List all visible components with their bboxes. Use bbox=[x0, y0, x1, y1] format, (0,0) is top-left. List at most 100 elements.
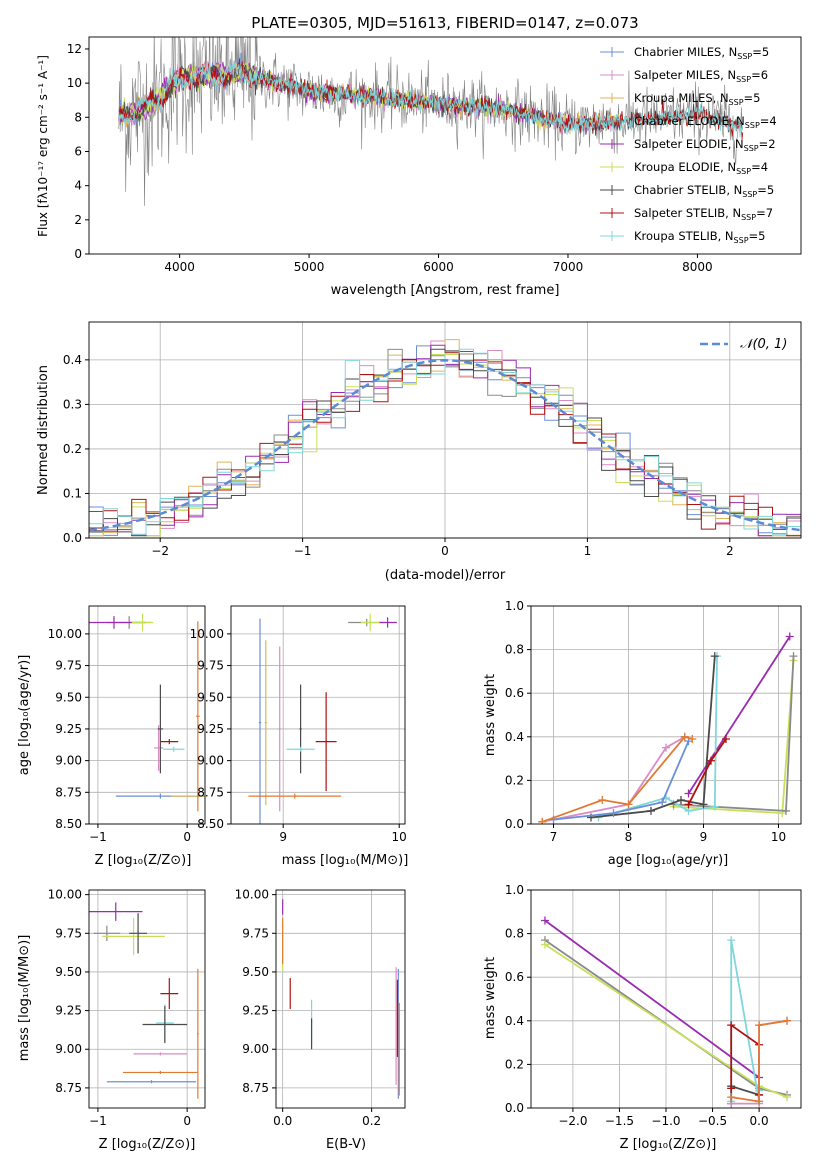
y-tick-label: 9.00 bbox=[55, 754, 82, 768]
weight-marker-model_main bbox=[783, 1016, 792, 1025]
massZ-xlabel: Z [log₁₀(Z/Z⊙)] bbox=[99, 1137, 196, 1152]
weight-marker-krou_elodie bbox=[783, 1093, 792, 1102]
y-tick-label: 0.0 bbox=[63, 531, 82, 545]
y-tick-label: 9.00 bbox=[55, 1042, 82, 1056]
weight-marker-model_main bbox=[680, 732, 689, 741]
weight-marker-model_main bbox=[538, 817, 547, 824]
weight-marker-model_main bbox=[727, 1093, 736, 1102]
weight-marker-salp_elodie bbox=[785, 632, 794, 641]
wage-xlabel: age [log₁₀(age/yr)] bbox=[608, 853, 729, 868]
legend-entry: Chabrier STELIB, NSSP=5 bbox=[634, 183, 774, 199]
y-tick-label: 9.50 bbox=[55, 690, 82, 704]
legend-entry: Salpeter STELIB, NSSP=7 bbox=[634, 206, 773, 222]
y-tick-label: 1.0 bbox=[505, 599, 524, 613]
y-tick-label: 8.75 bbox=[197, 785, 224, 799]
model-spectrum-krou_stelib bbox=[118, 60, 744, 138]
y-tick-label: 0.8 bbox=[505, 643, 524, 657]
massEBV-xlabel: E(B-V) bbox=[326, 1137, 366, 1152]
y-tick-label: 0.2 bbox=[505, 773, 524, 787]
x-tick-label: −1.5 bbox=[605, 1114, 634, 1128]
y-tick-label: 9.75 bbox=[197, 659, 224, 673]
legend-entry: Kroupa STELIB, NSSP=5 bbox=[634, 229, 765, 245]
y-tick-label: 10.00 bbox=[235, 888, 269, 902]
panel-age_vs_Z bbox=[89, 606, 205, 825]
weight-marker-krou_stelib bbox=[727, 936, 736, 945]
legend-entry: Kroupa MILES, NSSP=5 bbox=[634, 91, 760, 107]
x-tick-label: 0.0 bbox=[273, 1114, 292, 1128]
x-tick-label: −1 bbox=[89, 830, 107, 844]
residuals-legend-label: 𝒩(0, 1) bbox=[740, 337, 787, 352]
axes-frame bbox=[88, 605, 206, 825]
weight-line-model_main bbox=[541, 735, 693, 823]
frame-age_vs_Z: −1 0 8.50 8.75 9.00 9.25 9.50 9.75 10.00 bbox=[48, 605, 206, 844]
x-tick-label: 10 bbox=[771, 830, 786, 844]
x-tick-label: 0.0 bbox=[750, 1114, 769, 1128]
weight-line-chab_miles bbox=[553, 740, 690, 821]
spectrum-ylabel: Flux [fλ10⁻¹⁷ erg cm⁻² s⁻¹ A⁻¹] bbox=[36, 55, 50, 237]
panel-weight_vs_Z bbox=[531, 889, 801, 1109]
weight-marker-salp_stelib bbox=[727, 1084, 736, 1093]
spectrum-legend: Chabrier MILES, NSSP=5 Salpeter MILES, NS… bbox=[600, 45, 777, 245]
axes-frame bbox=[88, 36, 802, 255]
y-tick-label: 8.50 bbox=[55, 817, 82, 831]
weight-marker-model_main bbox=[624, 800, 633, 809]
y-tick-label: 0.2 bbox=[63, 442, 82, 456]
panel-spectrum bbox=[118, 37, 744, 206]
y-tick-label: 0.8 bbox=[505, 927, 524, 941]
weight-marker-salp_stelib bbox=[727, 1021, 736, 1030]
residuals-ylabel: Normed distribution bbox=[36, 365, 51, 495]
y-tick-label: 9.25 bbox=[55, 1004, 82, 1018]
y-tick-label: 9.00 bbox=[197, 754, 224, 768]
y-tick-label: 0.6 bbox=[505, 970, 524, 984]
weight-marker-chab_miles bbox=[609, 809, 618, 818]
legend-entry: Salpeter ELODIE, NSSP=2 bbox=[634, 137, 776, 153]
frame-age_vs_mass: 9 10 8.50 8.75 9.00 9.25 9.50 9.75 10.00 bbox=[190, 605, 407, 844]
wage-ylabel: mass weight bbox=[483, 674, 498, 756]
weight-marker-chab_elodie bbox=[782, 806, 790, 815]
y-tick-label: 9.75 bbox=[242, 926, 269, 940]
panel-mass_vs_Z bbox=[89, 890, 205, 1108]
frame-residuals: −2 −1 0 1 2 0.0 0.1 0.2 0.3 0.4 bbox=[63, 321, 802, 558]
x-tick-label: 9 bbox=[279, 830, 287, 844]
x-tick-label: 7 bbox=[550, 830, 558, 844]
weight-line-salp_elodie bbox=[544, 919, 760, 1079]
wZ-xlabel: Z [log₁₀(Z/Z⊙)] bbox=[620, 1137, 717, 1152]
y-tick-label: 10.00 bbox=[48, 627, 82, 641]
frame-mass_vs_EBV: 0.0 0.2 8.75 9.00 9.25 9.50 9.75 10.00 bbox=[235, 888, 406, 1128]
ageM-xlabel: mass [log₁₀(M/M⊙)] bbox=[282, 853, 409, 868]
y-tick-label: 0.4 bbox=[63, 353, 82, 367]
frame-spectrum: 4000 5000 6000 7000 8000 0 2 4 6 8 10 12 bbox=[67, 36, 802, 274]
x-tick-label: 8 bbox=[625, 830, 633, 844]
x-tick-label: 4000 bbox=[164, 260, 195, 274]
y-tick-label: 8.50 bbox=[197, 817, 224, 831]
wZ-ylabel: mass weight bbox=[483, 957, 498, 1039]
y-tick-label: 0.1 bbox=[63, 486, 82, 500]
residuals-xlabel: (data-model)/error bbox=[385, 568, 506, 583]
y-tick-label: 2 bbox=[74, 213, 82, 227]
plot-area-weight_vs_age bbox=[538, 632, 798, 824]
y-tick-label: 10.00 bbox=[190, 627, 224, 641]
y-tick-label: 0.6 bbox=[505, 686, 524, 700]
weight-marker-model_main bbox=[755, 1097, 764, 1106]
plot-area-weight_vs_Z bbox=[540, 916, 792, 1108]
x-tick-label: 0 bbox=[183, 1114, 191, 1128]
spectrum-title: PLATE=0305, MJD=51613, FIBERID=0147, z=0… bbox=[251, 14, 638, 32]
y-tick-label: 8.75 bbox=[55, 1081, 82, 1095]
panel-age_vs_mass bbox=[231, 606, 405, 825]
residual-histogram-krou_stelib bbox=[89, 348, 801, 537]
panel-mass_vs_EBV bbox=[276, 890, 405, 1108]
model-spectrum-salp_stelib bbox=[118, 61, 744, 140]
y-tick-label: 1.0 bbox=[505, 883, 524, 897]
y-tick-label: 0.3 bbox=[63, 397, 82, 411]
weight-marker-salp_miles bbox=[662, 743, 670, 752]
y-tick-label: 12 bbox=[67, 42, 82, 56]
legend-entry: Salpeter MILES, NSSP=6 bbox=[634, 68, 768, 84]
y-tick-label: 10.00 bbox=[48, 888, 82, 902]
weight-marker-model_main bbox=[688, 734, 697, 743]
x-tick-label: −2 bbox=[151, 544, 169, 558]
x-tick-label: 7000 bbox=[553, 260, 584, 274]
massZ-ylabel: mass [log₁₀(M/M⊙)] bbox=[17, 935, 32, 1062]
y-tick-label: 9.75 bbox=[55, 926, 82, 940]
y-tick-label: 9.50 bbox=[197, 690, 224, 704]
ageZ-ylabel: age [log₁₀(age/yr)] bbox=[17, 655, 32, 776]
